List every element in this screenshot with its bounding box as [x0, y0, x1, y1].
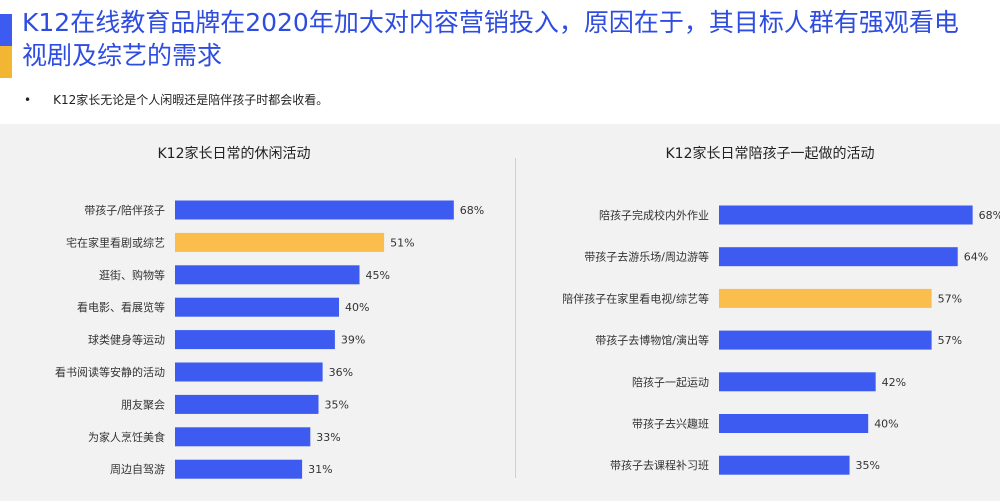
bar — [175, 362, 323, 382]
bar — [719, 288, 932, 308]
category-label: 看书阅读等安静的活动 — [55, 365, 165, 379]
value-label: 35% — [856, 459, 880, 472]
value-label: 57% — [938, 334, 962, 347]
value-label: 33% — [316, 431, 340, 444]
bar — [175, 330, 335, 350]
category-label: 带孩子去游乐场/周边游等 — [584, 250, 709, 264]
bar — [175, 427, 311, 447]
bar — [719, 372, 876, 392]
value-label: 51% — [390, 236, 414, 249]
bar — [719, 414, 869, 433]
category-label: 看电影、看展览等 — [77, 300, 165, 314]
bar — [175, 394, 319, 414]
chart-panel — [0, 124, 1000, 501]
bar — [719, 205, 973, 225]
value-label: 40% — [874, 418, 898, 431]
page-title: K12在线教育品牌在2020年加大对内容营销投入，原因在于，其目标人群有强观看电… — [22, 8, 959, 70]
bar — [175, 232, 385, 252]
category-label: 陪伴孩子在家里看电视/综艺等 — [562, 291, 709, 305]
value-label: 64% — [964, 251, 988, 264]
category-label: 带孩子去课程补习班 — [610, 459, 709, 472]
value-label: 39% — [341, 334, 365, 347]
bullet-dot: • — [24, 93, 32, 107]
bar — [719, 247, 958, 267]
category-label: 周边自驾游 — [110, 463, 165, 476]
category-label: 带孩子/陪伴孩子 — [84, 203, 165, 217]
value-label: 31% — [308, 463, 332, 476]
category-label: 为家人烹饪美食 — [88, 430, 165, 444]
bar — [719, 330, 932, 350]
chart-title: K12家长日常陪孩子一起做的活动 — [666, 145, 875, 162]
bar — [175, 200, 454, 220]
value-label: 36% — [329, 366, 353, 379]
chart-divider — [515, 158, 516, 478]
category-label: 逛街、购物等 — [99, 268, 165, 282]
value-label: 42% — [882, 376, 906, 389]
value-label: 68% — [460, 204, 484, 217]
category-label: 球类健身等运动 — [88, 333, 165, 347]
bar — [175, 297, 339, 317]
category-label: 带孩子去兴趣班 — [632, 417, 709, 431]
value-label: 57% — [938, 292, 962, 305]
bullet-note: • K12家长无论是个人闲暇还是陪伴孩子时都会收看。 — [24, 91, 328, 108]
bullet-text: K12家长无论是个人闲暇还是陪伴孩子时都会收看。 — [53, 93, 329, 107]
bar — [719, 455, 850, 475]
value-label: 45% — [366, 269, 390, 282]
category-label: 陪孩子完成校内外作业 — [599, 208, 709, 222]
category-label: 宅在家里看剧或综艺 — [66, 235, 165, 249]
value-label: 35% — [325, 398, 349, 411]
bar — [175, 265, 360, 285]
category-label: 陪孩子一起运动 — [632, 375, 709, 389]
chart-title: K12家长日常的休闲活动 — [158, 145, 311, 162]
category-label: 朋友聚会 — [121, 397, 165, 411]
value-label: 68% — [979, 209, 1000, 222]
accent-bar-blue — [0, 14, 12, 46]
bar — [175, 459, 303, 479]
value-label: 40% — [345, 301, 369, 314]
category-label: 带孩子去博物馆/演出等 — [595, 333, 709, 347]
